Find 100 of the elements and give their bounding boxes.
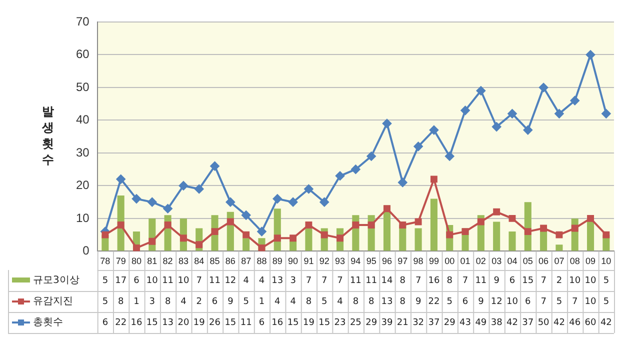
point: [508, 109, 517, 118]
legend-label: 규모3이상: [33, 275, 80, 286]
point: [445, 152, 454, 161]
x-tick-label: 82: [162, 256, 173, 266]
data-label: 16: [130, 318, 142, 328]
point: [163, 204, 172, 214]
y-tick-label: 20: [76, 178, 90, 192]
point: [398, 178, 408, 187]
bar: [508, 232, 516, 251]
point: [132, 194, 141, 204]
data-label: 49: [475, 318, 487, 328]
point: [274, 234, 281, 242]
data-label: 14: [381, 276, 393, 286]
data-label: 9: [494, 276, 500, 286]
point: [196, 241, 203, 248]
x-tick-label: 91: [304, 256, 314, 266]
data-label: 8: [446, 276, 453, 286]
data-label: 4: [274, 296, 281, 307]
data-label: 15: [287, 318, 299, 328]
data-label: 46: [569, 318, 581, 328]
point: [242, 231, 250, 238]
x-tick-label: 89: [272, 256, 282, 266]
data-label: 5: [556, 296, 562, 307]
data-label: 43: [460, 318, 471, 328]
point: [414, 142, 423, 151]
data-label: 8: [400, 276, 406, 286]
data-label: 4: [180, 296, 187, 307]
data-label: 11: [366, 276, 378, 286]
data-label: 16: [428, 276, 440, 286]
x-tick-label: 78: [100, 256, 110, 266]
point: [430, 176, 438, 183]
data-label: 4: [243, 276, 250, 286]
bar: [242, 238, 250, 251]
point: [414, 218, 422, 226]
data-label: 5: [321, 296, 328, 307]
data-label: 10: [584, 296, 597, 307]
data-label: 15: [318, 318, 330, 328]
y-tick-label: 30: [76, 145, 90, 160]
x-tick-label: 84: [194, 256, 204, 266]
data-label: 50: [538, 318, 550, 328]
data-label: 15: [146, 318, 158, 328]
data-label: 13: [381, 296, 393, 307]
data-label: 6: [212, 296, 218, 307]
point: [272, 194, 282, 204]
point: [242, 210, 251, 220]
data-label: 32: [412, 318, 424, 328]
data-label: 1: [258, 296, 265, 307]
x-tick-label: 92: [319, 256, 330, 266]
data-label: 15: [224, 318, 236, 328]
legend-label: 총횟수: [33, 317, 63, 328]
x-tick-label: 00: [444, 256, 455, 266]
point: [366, 152, 376, 161]
data-label: 5: [243, 296, 249, 307]
point: [523, 126, 532, 135]
data-label: 42: [553, 318, 565, 328]
x-tick-label: 95: [366, 256, 376, 266]
data-label: 2: [196, 296, 202, 307]
point: [164, 222, 172, 228]
bar: [290, 241, 297, 251]
x-tick-label: 99: [428, 256, 439, 266]
point: [257, 227, 266, 236]
x-tick-label: 04: [507, 256, 518, 266]
data-label: 7: [306, 276, 312, 286]
data-label: 21: [396, 318, 408, 328]
point: [554, 109, 564, 118]
data-label: 29: [366, 318, 378, 328]
data-label: 11: [350, 276, 362, 286]
point: [304, 184, 314, 194]
bar: [556, 244, 563, 251]
data-label: 2: [556, 276, 562, 286]
point: [602, 109, 611, 118]
point: [336, 234, 344, 242]
data-label: 7: [321, 276, 328, 286]
point: [539, 82, 548, 92]
point: [305, 222, 312, 228]
data-label: 17: [115, 276, 127, 286]
x-tick-label: 08: [570, 256, 580, 266]
data-label: 19: [302, 318, 315, 328]
data-label: 7: [462, 276, 468, 286]
point: [399, 222, 406, 228]
point: [571, 224, 578, 232]
data-label: 8: [306, 296, 312, 307]
point: [462, 228, 469, 236]
data-label: 10: [569, 276, 581, 286]
data-label: 10: [146, 276, 158, 286]
x-tick-label: 85: [210, 256, 220, 266]
data-label: 5: [603, 276, 610, 286]
point: [384, 205, 390, 212]
x-tick-label: 97: [398, 256, 408, 266]
data-label: 6: [258, 318, 265, 328]
x-tick-label: 02: [476, 256, 486, 266]
x-tick-label: 81: [147, 256, 158, 266]
data-label: 6: [525, 296, 532, 307]
y-tick-label: 40: [76, 112, 90, 127]
data-label: 29: [444, 318, 456, 328]
x-tick-label: 96: [382, 256, 392, 266]
data-label: 16: [272, 318, 284, 328]
y-axis-title: 발생횟수: [41, 104, 54, 167]
point: [446, 231, 454, 238]
data-label: 7: [540, 296, 546, 307]
